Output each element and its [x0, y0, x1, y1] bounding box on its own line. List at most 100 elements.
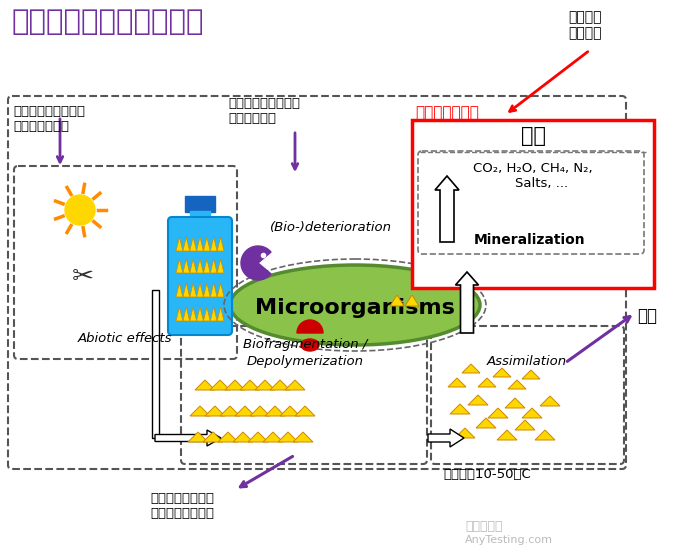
- Polygon shape: [190, 307, 197, 321]
- Polygon shape: [210, 283, 217, 297]
- Polygon shape: [280, 406, 300, 416]
- Polygon shape: [462, 364, 480, 373]
- Polygon shape: [197, 237, 203, 251]
- Wedge shape: [297, 320, 323, 333]
- Polygon shape: [217, 307, 224, 321]
- FancyBboxPatch shape: [412, 120, 654, 288]
- Polygon shape: [522, 370, 540, 379]
- Text: 矿化: 矿化: [520, 126, 545, 146]
- Text: Biofragmentation /: Biofragmentation /: [243, 338, 367, 351]
- Polygon shape: [176, 307, 183, 321]
- Text: 检测塑料生物降解的方式: 检测塑料生物降解的方式: [12, 8, 205, 36]
- Polygon shape: [210, 307, 217, 321]
- Polygon shape: [176, 283, 183, 297]
- Polygon shape: [176, 237, 183, 251]
- Polygon shape: [476, 418, 496, 428]
- Polygon shape: [183, 259, 190, 273]
- Polygon shape: [176, 259, 183, 273]
- Text: 生物碎片化：崩解
解聚：分子量下降: 生物碎片化：崩解 解聚：分子量下降: [150, 492, 214, 520]
- Polygon shape: [493, 368, 511, 377]
- Polygon shape: [195, 380, 215, 390]
- Text: Assimilation: Assimilation: [487, 355, 567, 368]
- Polygon shape: [497, 430, 517, 440]
- Text: 小分子：10-50个C: 小分子：10-50个C: [443, 468, 531, 481]
- Polygon shape: [190, 237, 197, 251]
- Polygon shape: [233, 432, 253, 442]
- Polygon shape: [450, 404, 470, 414]
- Circle shape: [65, 195, 95, 225]
- Polygon shape: [255, 380, 275, 390]
- Polygon shape: [270, 380, 290, 390]
- Polygon shape: [455, 428, 475, 438]
- Polygon shape: [217, 237, 224, 251]
- Polygon shape: [390, 295, 404, 306]
- Polygon shape: [218, 432, 238, 442]
- Ellipse shape: [301, 339, 319, 351]
- Text: Microorganisms: Microorganisms: [255, 298, 455, 318]
- Polygon shape: [210, 237, 217, 251]
- Polygon shape: [190, 259, 197, 273]
- Text: ✂: ✂: [72, 264, 94, 290]
- Polygon shape: [478, 378, 496, 387]
- Polygon shape: [183, 307, 190, 321]
- Polygon shape: [508, 380, 526, 389]
- FancyBboxPatch shape: [185, 196, 215, 212]
- FancyBboxPatch shape: [168, 217, 232, 335]
- Polygon shape: [197, 307, 203, 321]
- Polygon shape: [190, 283, 197, 297]
- Polygon shape: [205, 406, 225, 416]
- Polygon shape: [488, 408, 508, 418]
- Polygon shape: [468, 395, 488, 405]
- Polygon shape: [405, 295, 419, 306]
- Text: 嘉峪检测网: 嘉峪检测网: [465, 520, 503, 533]
- Polygon shape: [225, 380, 245, 390]
- Ellipse shape: [230, 265, 480, 345]
- Text: 劣化、老化：变薄，
机械性能下降: 劣化、老化：变薄， 机械性能下降: [228, 97, 300, 125]
- Polygon shape: [240, 380, 260, 390]
- Text: 同化: 同化: [637, 307, 657, 325]
- Polygon shape: [203, 283, 210, 297]
- Polygon shape: [203, 307, 210, 321]
- Text: 物理因素：温度、紫
外线、氧气等等: 物理因素：温度、紫 外线、氧气等等: [13, 105, 85, 133]
- Text: Depolymerization: Depolymerization: [246, 355, 364, 368]
- Polygon shape: [235, 406, 255, 416]
- Polygon shape: [197, 283, 203, 297]
- Polygon shape: [540, 396, 560, 406]
- Text: 最终生物降解性: 最终生物降解性: [415, 105, 479, 120]
- FancyArrow shape: [428, 429, 464, 447]
- Polygon shape: [522, 408, 542, 418]
- Polygon shape: [515, 420, 535, 430]
- Polygon shape: [265, 406, 285, 416]
- Polygon shape: [188, 432, 208, 442]
- Text: 气体或气
压的变化: 气体或气 压的变化: [568, 10, 602, 40]
- Polygon shape: [210, 380, 230, 390]
- Polygon shape: [263, 432, 283, 442]
- Text: AnyTesting.com: AnyTesting.com: [465, 535, 553, 545]
- Polygon shape: [295, 406, 315, 416]
- Text: (Bio-)deterioration: (Bio-)deterioration: [270, 221, 392, 235]
- Polygon shape: [293, 432, 313, 442]
- FancyArrow shape: [456, 272, 479, 333]
- Polygon shape: [285, 380, 305, 390]
- Polygon shape: [217, 283, 224, 297]
- FancyBboxPatch shape: [190, 211, 210, 221]
- Wedge shape: [241, 246, 271, 280]
- Polygon shape: [535, 430, 555, 440]
- Polygon shape: [448, 378, 466, 387]
- Polygon shape: [197, 259, 203, 273]
- Polygon shape: [183, 283, 190, 297]
- Polygon shape: [210, 259, 217, 273]
- Polygon shape: [220, 406, 240, 416]
- Text: Abiotic effects: Abiotic effects: [78, 332, 172, 345]
- Polygon shape: [203, 259, 210, 273]
- Polygon shape: [190, 406, 210, 416]
- Polygon shape: [278, 432, 298, 442]
- Text: CO₂, H₂O, CH₄, N₂,
    Salts, ...: CO₂, H₂O, CH₄, N₂, Salts, ...: [473, 162, 593, 190]
- Polygon shape: [203, 237, 210, 251]
- FancyArrow shape: [152, 290, 158, 438]
- Polygon shape: [248, 432, 268, 442]
- Polygon shape: [203, 432, 223, 442]
- FancyArrow shape: [155, 430, 221, 446]
- Polygon shape: [250, 406, 270, 416]
- Text: Mineralization: Mineralization: [474, 233, 585, 247]
